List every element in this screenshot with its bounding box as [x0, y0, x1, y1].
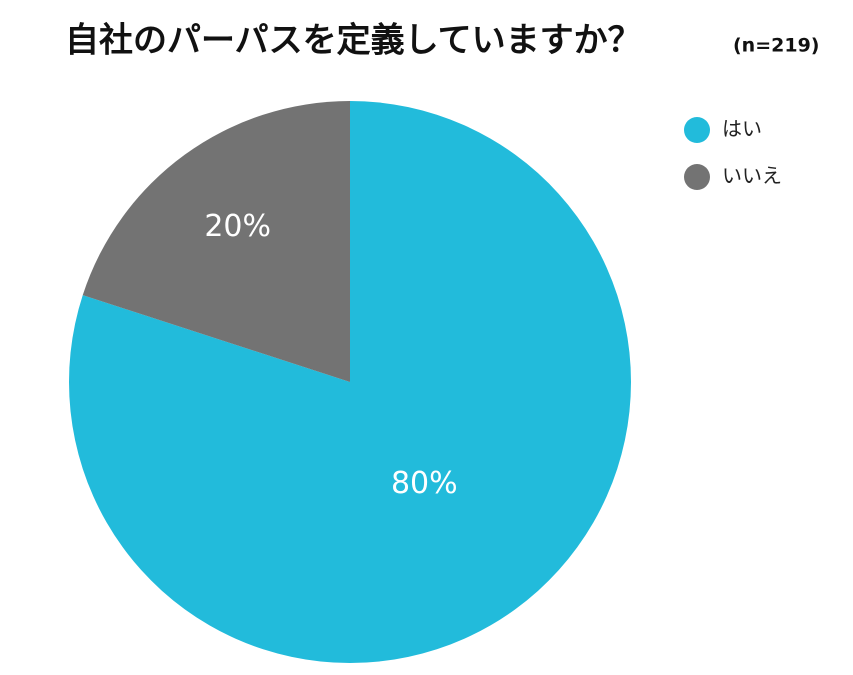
chart-subtitle: (n=219) — [733, 35, 819, 57]
legend-swatch — [684, 117, 710, 143]
data-label: 80% — [391, 466, 458, 501]
legend-swatch — [684, 164, 710, 190]
data-label: 20% — [204, 209, 271, 244]
pie-slice — [82, 101, 351, 382]
legend-label: いいえ — [722, 164, 782, 188]
pie-slice — [69, 101, 631, 663]
chart-title: 自社のパーパスを定義していますか？ — [65, 21, 642, 61]
legend-label: はい — [722, 117, 762, 141]
